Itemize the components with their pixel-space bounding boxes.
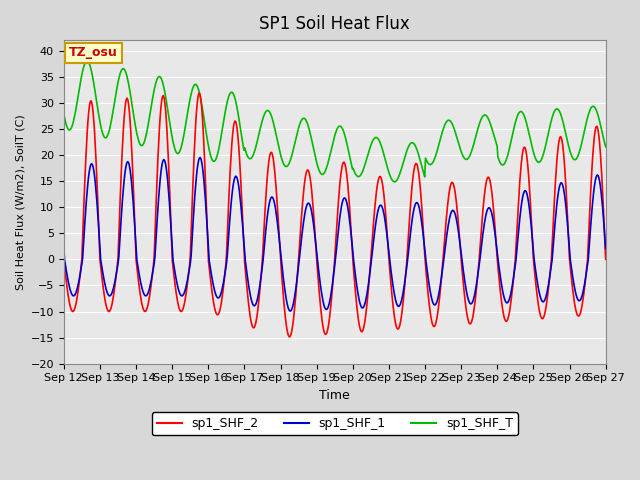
sp1_SHF_1 (70, 293, 77, 299)
sp1_SHF_2 (602, 256, 609, 262)
sp1_SHF_2 (196, 90, 204, 96)
sp1_SHF_1 (180, 290, 188, 296)
sp1_SHF_1 (402, 270, 410, 276)
sp1_SHF_T (402, 151, 410, 156)
sp1_SHF_1 (196, 155, 204, 160)
sp1_SHF_1 (602, 246, 609, 252)
Text: TZ_osu: TZ_osu (69, 46, 118, 60)
sp1_SHF_2 (60, 256, 68, 262)
sp1_SHF_2 (402, 269, 410, 275)
Line: sp1_SHF_T: sp1_SHF_T (64, 61, 605, 182)
sp1_SHF_T (60, 111, 68, 117)
sp1_SHF_T (126, 89, 134, 95)
sp1_SHF_2 (70, 308, 77, 314)
sp1_SHF_2 (418, 204, 426, 209)
sp1_SHF_2 (210, 300, 218, 306)
sp1_SHF_1 (287, 308, 294, 314)
sp1_SHF_T (391, 179, 399, 185)
X-axis label: Time: Time (319, 389, 350, 402)
sp1_SHF_2 (286, 334, 294, 340)
Line: sp1_SHF_2: sp1_SHF_2 (64, 93, 605, 337)
sp1_SHF_1 (125, 163, 133, 168)
sp1_SHF_T (602, 144, 609, 150)
sp1_SHF_2 (125, 108, 133, 114)
sp1_SHF_T (181, 125, 189, 131)
sp1_SHF_1 (418, 220, 426, 226)
Title: SP1 Soil Heat Flux: SP1 Soil Heat Flux (259, 15, 410, 33)
sp1_SHF_T (210, 158, 218, 164)
Y-axis label: Soil Heat Flux (W/m2), SoilT (C): Soil Heat Flux (W/m2), SoilT (C) (15, 114, 25, 290)
sp1_SHF_T (70, 118, 77, 124)
sp1_SHF_1 (210, 284, 218, 290)
sp1_SHF_T (418, 163, 426, 169)
sp1_SHF_2 (180, 301, 188, 307)
sp1_SHF_T (83, 58, 91, 64)
Line: sp1_SHF_1: sp1_SHF_1 (64, 157, 605, 311)
Legend: sp1_SHF_2, sp1_SHF_1, sp1_SHF_T: sp1_SHF_2, sp1_SHF_1, sp1_SHF_T (152, 412, 518, 435)
sp1_SHF_1 (60, 245, 68, 251)
